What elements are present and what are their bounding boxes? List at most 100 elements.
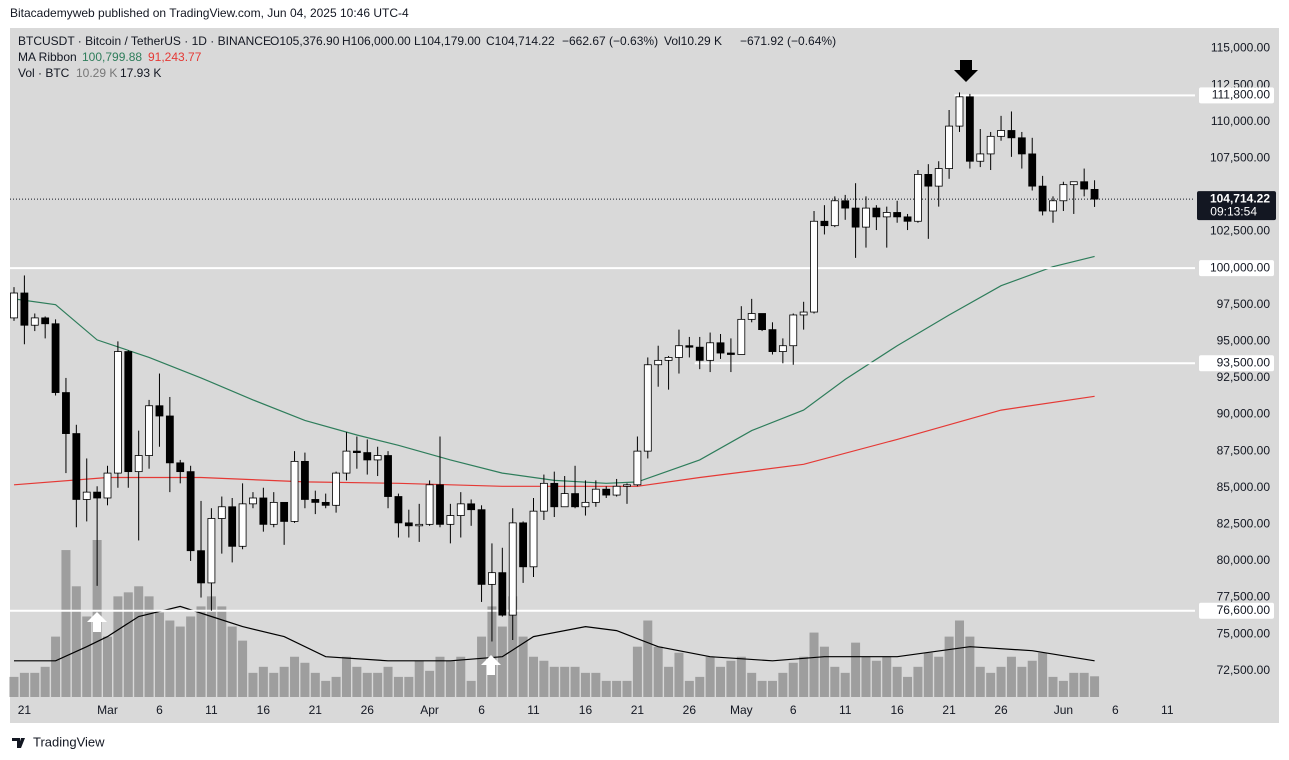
volume-bar bbox=[882, 656, 892, 697]
candle-body bbox=[955, 96, 964, 127]
level-label-box bbox=[1199, 260, 1274, 277]
legend-ma-value: 91,243.77 bbox=[148, 50, 202, 64]
y-tick-label: 82,500.00 bbox=[1217, 517, 1271, 531]
y-tick-label: 97,500.00 bbox=[1217, 297, 1271, 311]
candle-body bbox=[155, 405, 164, 417]
volume-bar bbox=[622, 680, 632, 697]
volume-bar bbox=[674, 652, 684, 697]
volume-bar bbox=[238, 640, 248, 697]
candle-body bbox=[93, 491, 102, 499]
y-tick-label: 115,000.00 bbox=[1211, 41, 1270, 55]
candle-body bbox=[976, 153, 985, 162]
volume-bar bbox=[591, 672, 601, 697]
candle-body bbox=[727, 352, 735, 355]
x-tick-label: Mar bbox=[97, 703, 118, 717]
volume-bar bbox=[279, 666, 289, 697]
x-tick-label: 11 bbox=[839, 703, 852, 717]
candle-body bbox=[675, 345, 683, 358]
x-tick-label: 11 bbox=[527, 703, 540, 717]
x-tick-label: 21 bbox=[309, 703, 323, 717]
x-tick-label: 6 bbox=[156, 703, 163, 717]
volume-bar bbox=[861, 656, 871, 697]
candle-body bbox=[539, 482, 548, 512]
volume-bar bbox=[871, 660, 881, 697]
legend-vol: Vol · BTC bbox=[18, 66, 70, 80]
volume-bar bbox=[248, 672, 258, 697]
candle-body bbox=[799, 311, 808, 316]
candle-body bbox=[581, 501, 590, 508]
candle-body bbox=[747, 313, 756, 320]
level-label-box bbox=[1199, 355, 1274, 372]
candle-body bbox=[882, 212, 891, 218]
volume-bar bbox=[809, 632, 819, 697]
volume-bar bbox=[1090, 676, 1100, 697]
volume-bar bbox=[362, 672, 372, 697]
volume-bar bbox=[819, 646, 829, 697]
candle-body bbox=[165, 415, 174, 464]
candle-body bbox=[238, 503, 247, 547]
y-tick-label: 110,000.00 bbox=[1211, 114, 1270, 128]
candle-body bbox=[436, 484, 444, 525]
volume-bar bbox=[1079, 672, 1089, 697]
volume-bar bbox=[539, 660, 549, 697]
candle-body bbox=[456, 503, 465, 516]
candle-body bbox=[72, 433, 81, 500]
volume-bar bbox=[975, 666, 985, 697]
volume-bar bbox=[903, 676, 913, 697]
candle-body bbox=[1090, 188, 1099, 200]
volume-bar bbox=[217, 606, 227, 697]
volume-bar bbox=[996, 666, 1006, 697]
candle-body bbox=[259, 497, 268, 525]
logo bbox=[12, 738, 25, 748]
volume-bar bbox=[61, 550, 71, 697]
volume-bar bbox=[435, 656, 445, 697]
volume-bar bbox=[1027, 660, 1037, 697]
volume-ma-line bbox=[14, 605, 1095, 662]
level-label: 76,600.00 bbox=[1217, 603, 1271, 617]
volume-bar bbox=[757, 680, 767, 697]
candle-body bbox=[623, 484, 631, 487]
candle-body bbox=[51, 323, 60, 393]
candle-body bbox=[862, 207, 870, 228]
volume-bar bbox=[923, 652, 933, 697]
candle-body bbox=[986, 135, 995, 155]
legend-vol-value: 17.93 K bbox=[120, 66, 161, 80]
volume-bar bbox=[487, 606, 497, 697]
x-tick-label: May bbox=[730, 703, 753, 717]
level-label-box bbox=[1199, 602, 1274, 619]
candle-body bbox=[103, 472, 112, 499]
candle-body bbox=[332, 472, 340, 506]
x-tick-label: 6 bbox=[478, 703, 485, 717]
volume-bar bbox=[414, 660, 424, 697]
x-tick-label: 16 bbox=[257, 703, 271, 717]
candle-body bbox=[30, 317, 39, 326]
candle-body bbox=[1038, 185, 1047, 212]
legend-vol-value: 10.29 K bbox=[76, 66, 117, 80]
volume-bar bbox=[934, 656, 944, 697]
last-price-box bbox=[1197, 191, 1276, 221]
volume-bar bbox=[778, 672, 788, 697]
volume-bar bbox=[747, 672, 757, 697]
legend-symbol: BTCUSDT · Bitcoin / TetherUS · 1D · BINA… bbox=[18, 34, 271, 48]
volume-bar bbox=[736, 656, 746, 697]
volume-bar bbox=[310, 672, 320, 697]
candle-body bbox=[488, 572, 496, 585]
y-tick-label: 80,000.00 bbox=[1217, 553, 1271, 567]
candle-body bbox=[591, 488, 600, 503]
volume-bar bbox=[830, 666, 840, 697]
candle-body bbox=[716, 342, 725, 354]
candle-body bbox=[1007, 130, 1016, 139]
volume-bar bbox=[456, 656, 466, 697]
candle-body bbox=[384, 455, 392, 497]
volume-bar bbox=[851, 642, 861, 697]
candle-body bbox=[1028, 153, 1037, 187]
candle-body bbox=[404, 522, 413, 527]
legend-ohlc: O105,376.90 bbox=[270, 34, 340, 48]
candle-body bbox=[685, 345, 694, 348]
candle-body bbox=[145, 405, 153, 456]
volume-bar bbox=[518, 636, 528, 697]
volume-bar bbox=[799, 656, 809, 697]
candle-body bbox=[342, 450, 351, 474]
volume-bar bbox=[352, 666, 362, 697]
volume-bar bbox=[1006, 656, 1016, 697]
